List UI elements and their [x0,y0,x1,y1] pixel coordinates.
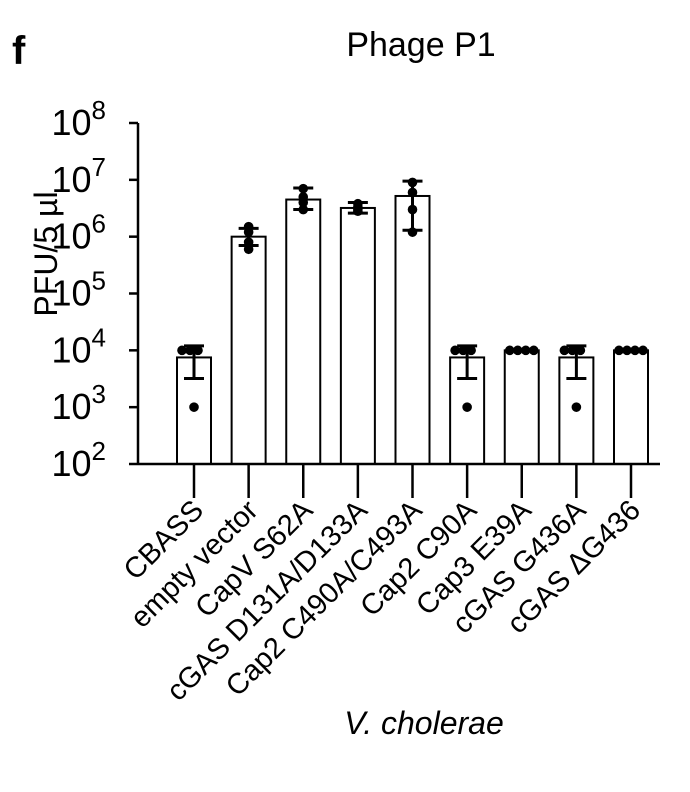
data-point [575,345,586,356]
data-point [407,227,418,237]
data-points [177,177,648,412]
data-point [185,345,195,356]
data-point [630,345,640,356]
y-tick-label: 106 [51,209,106,257]
data-point [466,345,476,356]
y-tick-label-exp: 4 [92,322,106,352]
data-point [189,402,199,412]
data-point [520,345,531,356]
bar [613,349,649,466]
data-point [567,345,578,356]
data-point [504,345,515,356]
data-point [571,402,582,412]
bar [230,235,267,465]
data-point [243,244,254,255]
y-tick-label-base: 10 [51,102,91,143]
bar [503,349,540,466]
y-tick-label-base: 10 [51,273,91,314]
data-point [614,345,624,356]
data-point [407,177,418,188]
data-point [528,345,539,356]
y-tick-label-base: 10 [51,216,91,257]
y-tick-label: 107 [51,152,106,200]
y-tick-label-exp: 2 [92,436,106,466]
y-tick-label-exp: 3 [92,379,106,409]
data-point [353,198,363,209]
y-tick-label-exp: 8 [92,95,106,125]
bar [339,206,376,465]
y-tick-label-base: 10 [51,159,91,200]
bar [394,194,431,465]
data-point [462,402,472,412]
data-point [298,192,309,202]
data-point [243,237,254,247]
data-point [512,345,523,356]
y-tick-label: 103 [51,379,106,427]
y-tick-label-base: 10 [51,443,91,484]
data-point [622,345,632,356]
data-point [298,204,309,215]
data-point [458,345,468,356]
y-tick-label-exp: 6 [92,209,106,239]
data-point [298,183,309,194]
y-tick-label-exp: 5 [92,266,106,296]
data-point [243,221,254,232]
data-point [450,345,460,356]
y-tick-label: 102 [51,436,106,484]
y-tick-label-base: 10 [51,386,91,427]
data-point [193,345,203,356]
chart-title: Phage P1 [346,26,495,64]
y-axis-label: PFU/5 µl [28,191,64,316]
y-tick-label-exp: 7 [92,152,106,182]
data-point [407,204,418,215]
x-axis-label: V. cholerae [344,705,504,741]
data-point [177,345,187,356]
data-point [638,345,648,356]
y-tick-label: 104 [51,322,106,370]
data-point [559,345,570,356]
y-tick-label: 108 [51,95,106,143]
y-tick-label: 105 [51,266,106,314]
bar [285,198,322,465]
data-point [407,187,418,198]
panel-letter: f [12,29,26,73]
y-tick-label-base: 10 [51,329,91,370]
